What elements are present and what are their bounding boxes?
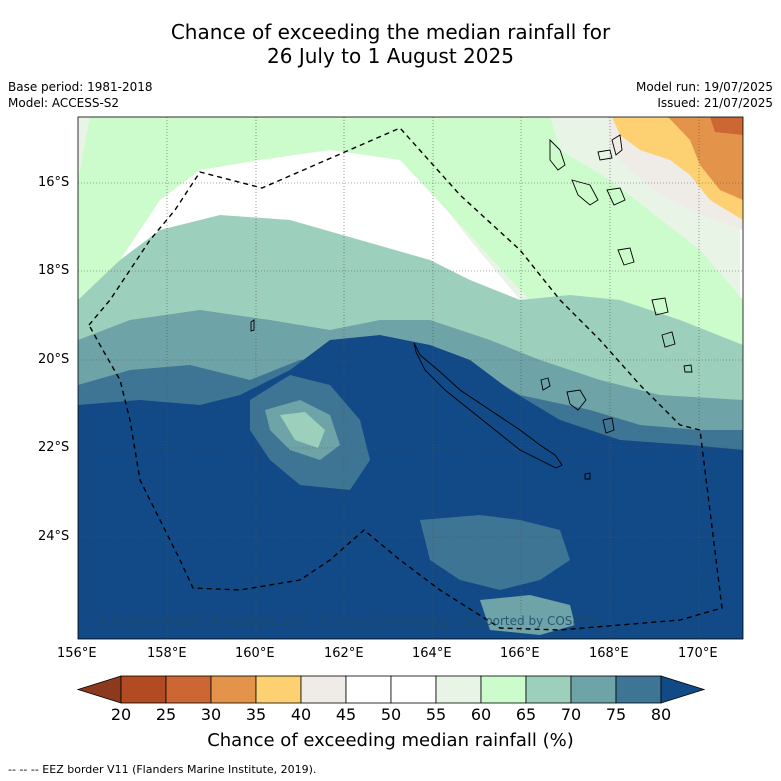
lon-label: 166°E [500, 646, 540, 661]
lon-label: 160°E [235, 646, 275, 661]
lon-label: 164°E [412, 646, 452, 661]
lon-label: 156°E [57, 646, 97, 661]
model-name: Model: ACCESS-S2 [8, 96, 120, 110]
colorbar-extend-low [76, 675, 122, 704]
colorbar-bin [480, 675, 527, 704]
map-title-line1: Chance of exceeding the median rainfall … [170, 20, 611, 44]
colorbar-bin [210, 675, 257, 704]
model-run: Model run: 19/07/2025 [635, 80, 773, 94]
colorbar-bin [120, 675, 167, 704]
colorbar-bin [615, 675, 662, 704]
lon-label: 168°E [589, 646, 629, 661]
colorbar-tick-label: 25 [155, 705, 177, 724]
colorbar-bin [165, 675, 212, 704]
colorbar-extend-high [660, 675, 706, 704]
lon-label: 158°E [147, 646, 187, 661]
colorbar-tick-label: 30 [200, 705, 222, 724]
lon-label: 170°E [678, 646, 718, 661]
lat-label: 22°S [38, 440, 70, 455]
issued-date: Issued: 21/07/2025 [657, 96, 773, 110]
colorbar-tick-label: 70 [560, 705, 582, 724]
eez-legend-note: -- -- -- EEZ border V11 (Flanders Marine… [8, 763, 317, 776]
colorbar-bin [300, 675, 347, 704]
copyright-notice: © Commonwealth of Australia 2025, Bureau… [95, 614, 601, 628]
lat-label: 24°S [38, 529, 70, 544]
colorbar-bin [345, 675, 392, 704]
colorbar-tick-label: 35 [245, 705, 267, 724]
colorbar-tick-label: 55 [425, 705, 447, 724]
colorbar-bin [570, 675, 617, 704]
colorbar-title: Chance of exceeding median rainfall (%) [207, 730, 574, 751]
lon-label: 162°E [324, 646, 364, 661]
colorbar-tick-label: 75 [605, 705, 627, 724]
colorbar-bin [390, 675, 437, 704]
colorbar [76, 675, 706, 704]
colorbar-tick-label: 60 [470, 705, 492, 724]
colorbar-bin [435, 675, 482, 704]
colorbar-tick-label: 20 [110, 705, 132, 724]
lat-label: 18°S [38, 263, 70, 278]
base-period: Base period: 1981-2018 [8, 80, 153, 94]
colorbar-tick-label: 40 [290, 705, 312, 724]
colorbar-bin [255, 675, 302, 704]
rainfall-probability-map [78, 117, 743, 639]
colorbar-tick-label: 65 [515, 705, 537, 724]
eez-border [88, 127, 723, 631]
lat-label: 20°S [38, 352, 70, 367]
lat-label: 16°S [38, 175, 70, 190]
colorbar-bin [525, 675, 572, 704]
map-title-line2: 26 July to 1 August 2025 [267, 44, 514, 68]
colorbar-tick-label: 50 [380, 705, 402, 724]
colorbar-tick-label: 80 [650, 705, 672, 724]
coastlines [250, 134, 693, 480]
colorbar-tick-label: 45 [335, 705, 357, 724]
